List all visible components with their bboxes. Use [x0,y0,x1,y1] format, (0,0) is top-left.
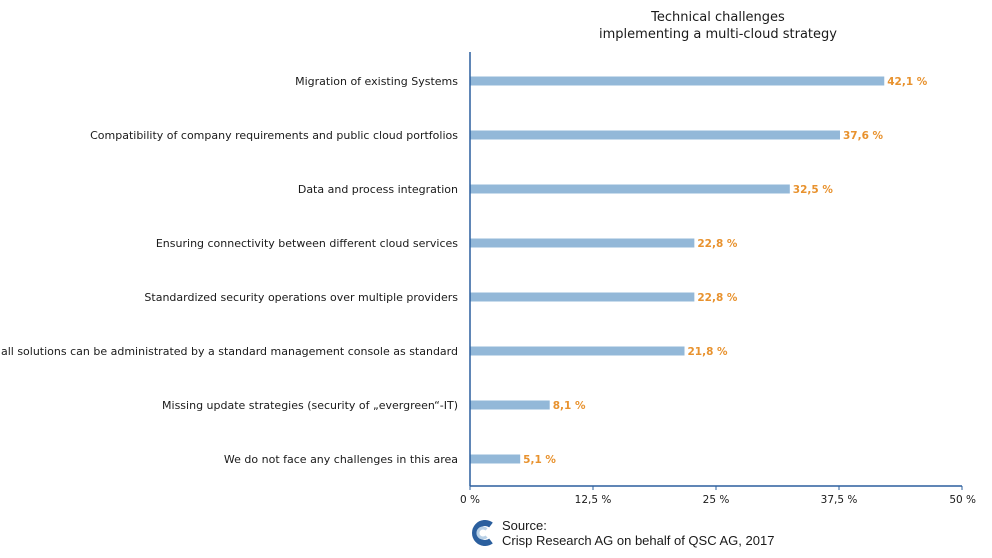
x-tick-label: 37,5 % [821,494,858,506]
bar [470,400,550,410]
chart-title-line-2: implementing a multi-cloud strategy [599,27,837,42]
x-tick-label: 50 % [949,494,976,506]
chart-title-line-1: Technical challenges [650,10,785,25]
bar [470,346,685,356]
source-label: Source: [502,518,547,533]
value-label: 22,8 % [697,292,738,304]
source-text: Crisp Research AG on behalf of QSC AG, 2… [502,533,775,548]
category-label: Not all solutions can be administrated b… [0,345,458,358]
source-block: Source: Crisp Research AG on behalf of Q… [470,516,774,550]
x-tick-label: 12,5 % [575,494,612,506]
category-label: Compatibility of company requirements an… [90,129,458,142]
bar-chart: Technical challenges implementing a mult… [0,10,976,506]
value-label: 8,1 % [553,400,586,412]
value-label: 22,8 % [697,238,738,250]
category-label: Standardized security operations over mu… [144,291,458,304]
category-label: Migration of existing Systems [295,75,458,88]
x-tick-label: 25 % [703,494,730,506]
bar [470,238,695,248]
value-label: 21,8 % [688,346,729,358]
category-label: We do not face any challenges in this ar… [224,453,458,466]
value-label: 5,1 % [523,454,556,466]
value-label: 42,1 % [887,76,928,88]
bar [470,454,521,464]
bar [470,184,790,194]
value-label: 37,6 % [843,130,884,142]
bar [470,76,885,86]
category-label: Data and process integration [298,183,458,196]
bar [470,292,695,302]
bar [470,130,840,140]
crisp-research-logo-icon [472,520,493,546]
category-label: Ensuring connectivity between different … [156,237,458,250]
x-tick-label: 0 % [460,494,480,506]
value-label: 32,5 % [793,184,834,196]
category-label: Missing update strategies (security of „… [162,399,458,412]
